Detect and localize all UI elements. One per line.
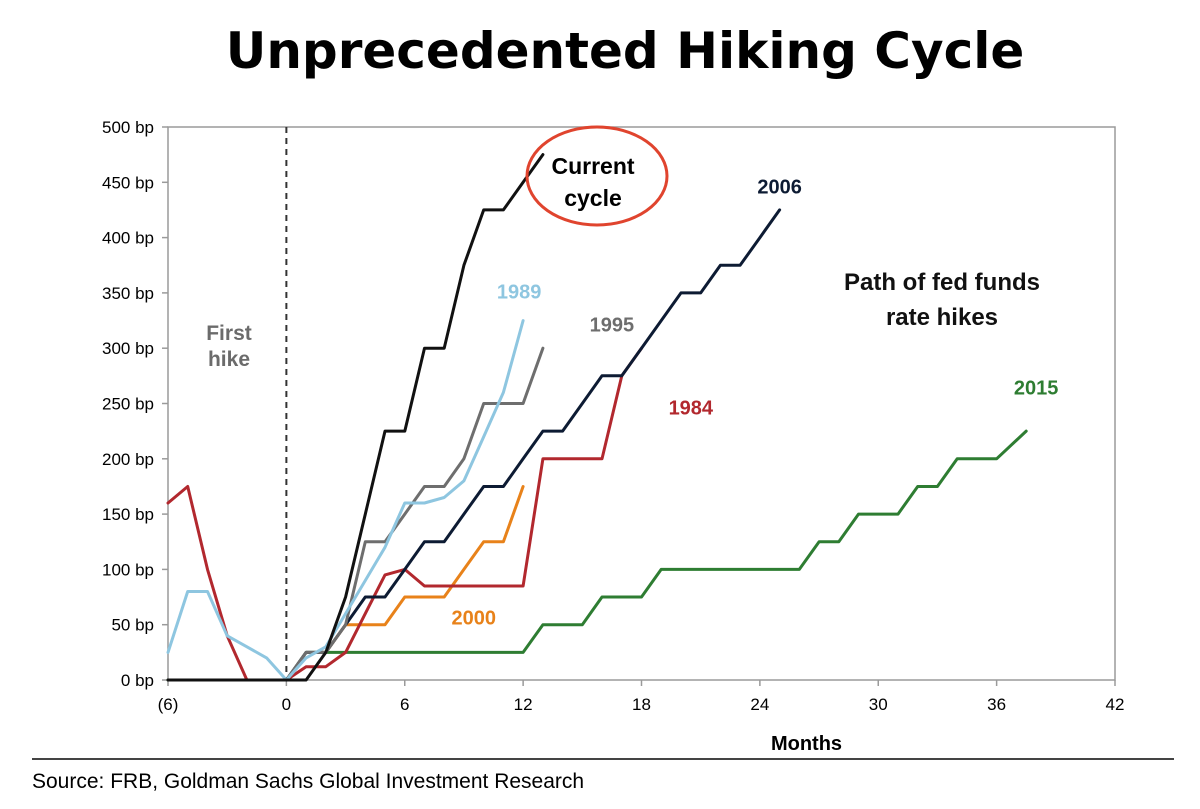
series-line-2015 (166, 429, 1028, 682)
x-axis-label: Months (771, 733, 842, 755)
y-axis-ticks: 0 bp 50 bp 100 bp 150 bp 200 bp 250 bp 300 bp 3… (102, 118, 168, 690)
current-cycle-label-line1: Current (551, 153, 634, 179)
first-hike-label-line1: First (206, 322, 252, 345)
series-line-current-cycle (166, 153, 545, 682)
y-tick-label: 50 bp (111, 616, 154, 635)
chart-annotations: Current cycle First hike Path of fed funds ra… (206, 125, 1040, 371)
chart-series (166, 153, 1028, 682)
x-tick-label: (6) (158, 695, 179, 714)
series-label-2006: 2006 (757, 176, 802, 198)
y-tick-label: 300 bp (102, 339, 154, 358)
x-tick-label: 30 (869, 695, 888, 714)
source-divider (32, 758, 1174, 760)
page-title: Unprecedented Hiking Cycle (225, 22, 1025, 80)
x-tick-label: 6 (400, 695, 409, 714)
x-tick-label: 24 (750, 695, 769, 714)
source-note: Source: FRB, Goldman Sachs Global Invest… (32, 770, 585, 793)
first-hike-label-line2: hike (208, 348, 250, 371)
x-tick-label: 36 (987, 695, 1006, 714)
y-tick-label: 500 bp (102, 118, 154, 137)
series-label-1989: 1989 (497, 281, 542, 303)
x-tick-label: 18 (632, 695, 651, 714)
x-tick-label: 42 (1106, 695, 1125, 714)
path-label-line2: rate hikes (886, 304, 998, 331)
x-tick-label: 0 (282, 695, 291, 714)
y-tick-label: 0 bp (121, 671, 154, 690)
series-label-1984: 1984 (669, 398, 714, 420)
y-tick-label: 350 bp (102, 284, 154, 303)
current-cycle-highlight-circle (525, 125, 669, 227)
path-label-line1: Path of fed funds (844, 269, 1040, 296)
y-tick-label: 150 bp (102, 505, 154, 524)
y-tick-label: 450 bp (102, 173, 154, 192)
current-cycle-label-line2: cycle (564, 185, 622, 211)
series-label-2015: 2015 (1014, 378, 1059, 400)
y-tick-label: 400 bp (102, 229, 154, 248)
series-line-2006 (284, 208, 782, 682)
y-tick-label: 250 bp (102, 395, 154, 414)
series-line-1989 (166, 319, 525, 682)
series-label-2000: 2000 (452, 608, 497, 630)
series-labels: 2015 2000 1984 2006 1995 1989 (452, 176, 1059, 629)
x-axis-ticks: (6) 0 6 12 18 24 30 36 42 Months (158, 680, 1125, 755)
series-label-1995: 1995 (590, 315, 635, 337)
y-tick-label: 200 bp (102, 450, 154, 469)
x-tick-label: 12 (514, 695, 533, 714)
y-tick-label: 100 bp (102, 560, 154, 579)
series-line-1995 (284, 346, 545, 682)
